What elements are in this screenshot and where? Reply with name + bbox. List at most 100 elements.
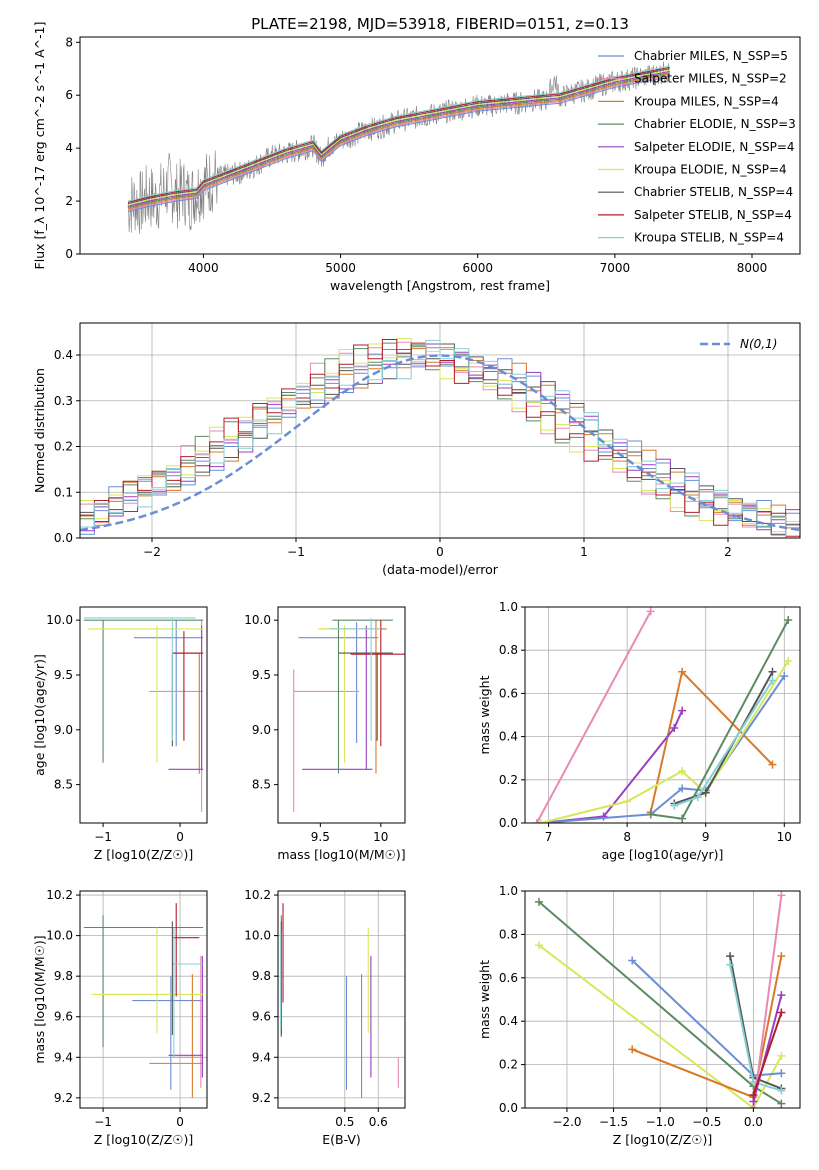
- legend-label: Kroupa STELIB, N_SSP=4: [634, 231, 784, 245]
- x-tick-label: 7: [545, 830, 553, 844]
- x-tick-label: 1: [580, 545, 588, 559]
- axes-frame: [277, 606, 406, 824]
- x-tick-label: 0: [436, 545, 444, 559]
- axes-frame: [524, 890, 801, 1109]
- weight-point: [777, 891, 786, 900]
- legend-label: Salpeter MILES, N_SSP=2: [634, 72, 787, 86]
- residual-histogram: [80, 339, 800, 538]
- x-tick-label: 0.6: [369, 1115, 388, 1129]
- weight-point: [670, 723, 679, 732]
- plot-area: [127, 61, 670, 234]
- weight-point: [670, 801, 679, 810]
- x-tick-label: 0.5: [335, 1115, 354, 1129]
- y-tick-label: 1.0: [499, 884, 518, 898]
- legend-label: Kroupa MILES, N_SSP=4: [634, 94, 779, 108]
- weight-line: [535, 610, 652, 823]
- y-tick-label: 0.0: [499, 1101, 518, 1115]
- model-spectrum: [127, 70, 670, 207]
- legend-label: N(0,1): [740, 337, 777, 351]
- weight-point: [678, 706, 687, 715]
- y-tick-label: 0: [65, 247, 73, 261]
- weight-point: [646, 607, 655, 616]
- y-tick-label: 1.0: [499, 600, 518, 614]
- plot-area: [80, 338, 800, 538]
- x-tick-label: 5000: [325, 261, 356, 275]
- axes-frame: [277, 890, 406, 1109]
- model-spectrum: [127, 72, 670, 209]
- x-tick-label: 0: [176, 830, 184, 844]
- weight-point: [532, 819, 541, 823]
- normal-curve: [80, 354, 800, 532]
- model-spectrum: [127, 68, 670, 205]
- y-tick-label: 8: [65, 35, 73, 49]
- x-tick-label: 4000: [188, 261, 219, 275]
- y-tick-label: 9.8: [54, 969, 73, 983]
- y-tick-label: 10.0: [46, 929, 73, 943]
- weight-line: [673, 671, 774, 805]
- legend-label: Salpeter STELIB, N_SSP=4: [634, 208, 792, 222]
- y-axis-label: Flux [f_λ 10^-17 erg cm^-2 s^-1 A^-1]: [32, 22, 47, 270]
- x-axis-label: Z [log10(Z/Z☉)]: [613, 1132, 713, 1147]
- weight-point: [780, 672, 789, 681]
- weight-point: [768, 667, 777, 676]
- weight-point: [628, 1045, 637, 1054]
- x-tick-label: 8: [623, 830, 631, 844]
- plot-area: [83, 617, 204, 813]
- legend-label: Chabrier STELIB, N_SSP=4: [634, 185, 793, 199]
- model-spectrum: [127, 76, 670, 213]
- weight-point: [777, 1099, 786, 1108]
- y-tick-label: 9.5: [252, 668, 271, 682]
- y-tick-label: 10.0: [244, 613, 271, 627]
- legend-label: Chabrier ELODIE, N_SSP=3: [634, 117, 796, 131]
- y-tick-label: 0.4: [499, 1014, 518, 1028]
- x-tick-label: −1: [287, 545, 305, 559]
- weight-point: [777, 1051, 786, 1060]
- panel-mass-weight-vs-Z: −2.0 −1.5 −1.0 −0.5 0.0 0.0 0.2 0.4 0.6 0.8 1.0 Z […: [477, 884, 801, 1147]
- x-tick-label: −1: [94, 1115, 112, 1129]
- figure-title: PLATE=2198, MJD=53918, FIBERID=0151, z=0…: [251, 15, 629, 33]
- weight-point: [678, 814, 687, 823]
- weight-point: [534, 941, 543, 950]
- y-tick-label: 0.4: [54, 348, 73, 362]
- y-tick-label: 0.2: [499, 773, 518, 787]
- weight-point: [726, 960, 735, 969]
- x-tick-label: 0.0: [744, 1115, 763, 1129]
- y-tick-label: 9.6: [252, 1010, 271, 1024]
- y-axis-label: mass [log10(M/M☉)]: [32, 935, 47, 1063]
- x-axis-label: (data-model)/error: [382, 562, 499, 577]
- residual-histogram: [80, 339, 800, 537]
- x-tick-label: 9.5: [311, 830, 330, 844]
- y-tick-label: 6: [65, 88, 73, 102]
- x-tick-label: 6000: [462, 261, 493, 275]
- weight-point: [726, 952, 735, 961]
- weight-point: [777, 1086, 786, 1095]
- x-tick-label: −1.5: [599, 1115, 628, 1129]
- y-tick-label: 0.0: [54, 531, 73, 545]
- x-axis-label: wavelength [Angstrom, rest frame]: [330, 278, 550, 293]
- y-tick-label: 9.4: [54, 1050, 73, 1064]
- y-tick-label: 9.0: [54, 723, 73, 737]
- y-axis-label: age [log10(age/yr)]: [32, 654, 47, 776]
- y-tick-label: 0.2: [54, 440, 73, 454]
- y-tick-label: 10.2: [244, 888, 271, 902]
- weight-point: [749, 1090, 758, 1099]
- plot-area: [534, 891, 786, 1108]
- model-spectrum: [127, 65, 670, 202]
- plot-area: [532, 607, 793, 823]
- plot-area: [280, 903, 399, 1098]
- weight-point: [628, 956, 637, 965]
- y-tick-label: 0.0: [499, 816, 518, 830]
- axes-frame: [79, 606, 208, 824]
- weight-point: [777, 1008, 786, 1017]
- y-tick-label: 0.6: [499, 971, 518, 985]
- x-tick-label: 10: [373, 830, 388, 844]
- weight-point: [678, 767, 687, 776]
- x-tick-label: −2: [143, 545, 161, 559]
- x-tick-label: 10: [777, 830, 792, 844]
- panel-spectrum: 4000 5000 6000 7000 8000 0 2 4 6 8 wavelength [Ang…: [32, 22, 801, 293]
- y-tick-label: 2: [65, 194, 73, 208]
- weight-line: [752, 895, 783, 1108]
- weight-point: [693, 793, 702, 802]
